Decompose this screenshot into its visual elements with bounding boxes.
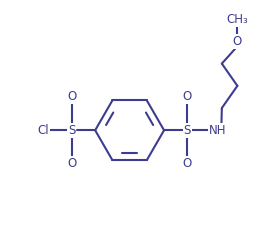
Text: O: O xyxy=(67,90,76,104)
Text: S: S xyxy=(184,124,191,137)
Text: O: O xyxy=(183,90,192,104)
Text: CH₃: CH₃ xyxy=(227,13,248,26)
Text: O: O xyxy=(183,157,192,170)
Text: O: O xyxy=(233,35,242,48)
Text: NH: NH xyxy=(209,124,226,137)
Text: S: S xyxy=(68,124,76,137)
Text: Cl: Cl xyxy=(37,124,49,137)
Text: O: O xyxy=(67,157,76,170)
